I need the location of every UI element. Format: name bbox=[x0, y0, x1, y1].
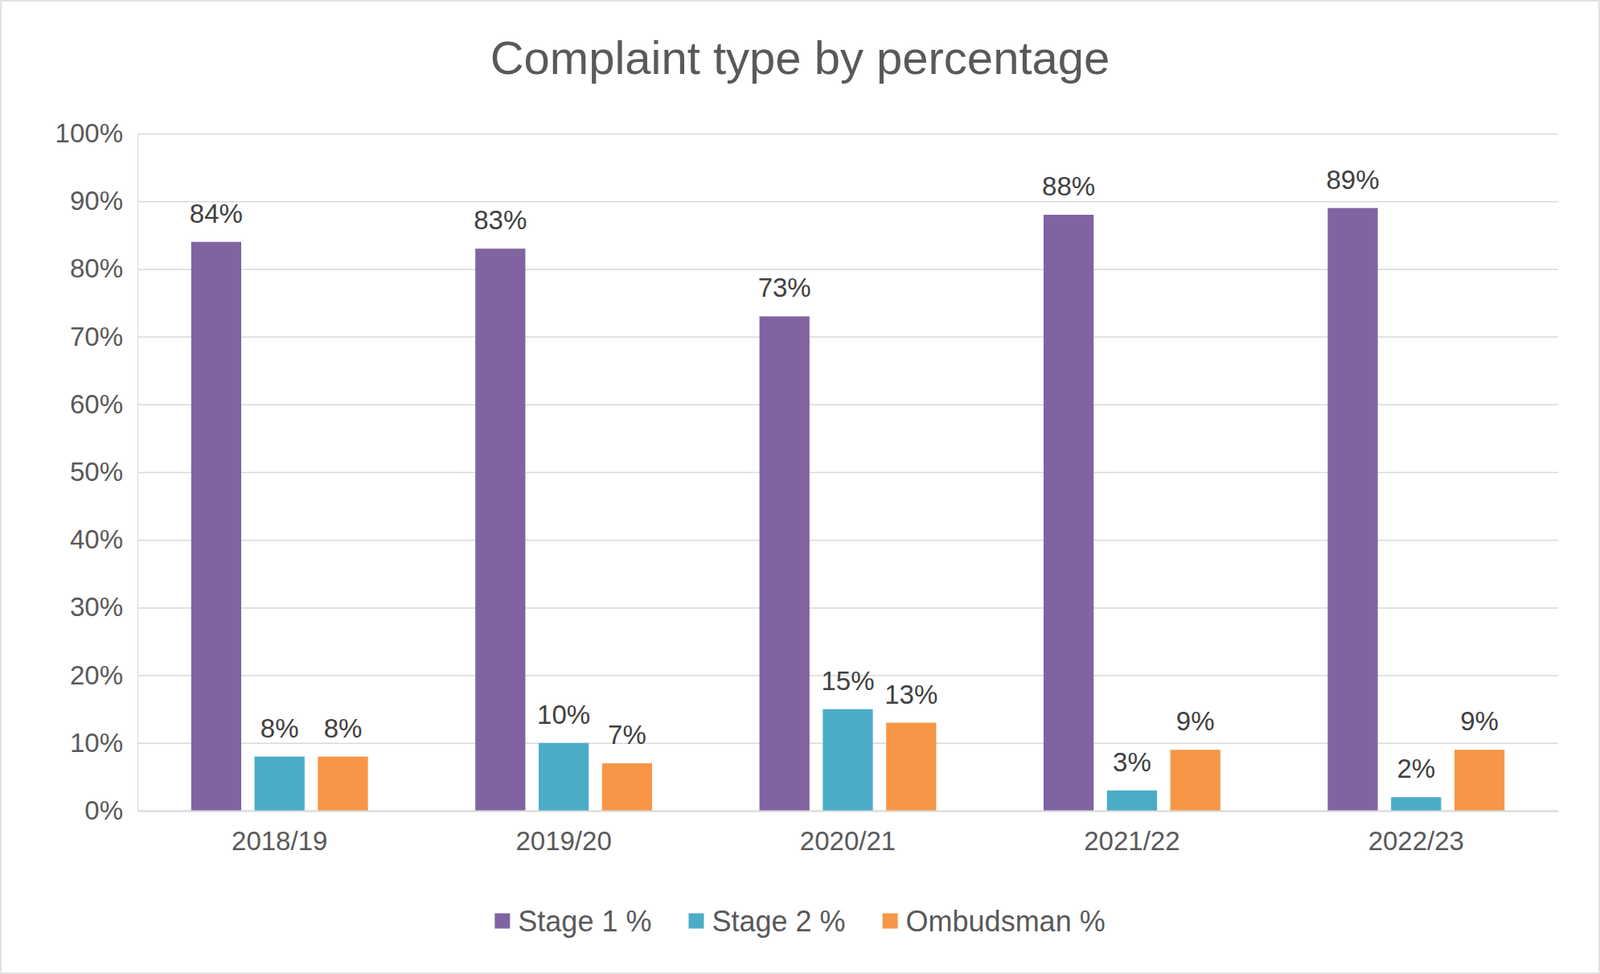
data-labels: 84% 83% 73% 88% 89% 8% 10% 15% 3% 2% 8% 7% 13% 9% 9% bbox=[189, 164, 1499, 784]
legend-label: Ombudsman % bbox=[906, 904, 1106, 938]
legend-item: Stage 2 % bbox=[688, 904, 846, 938]
x-axis-line bbox=[138, 810, 1559, 813]
bar bbox=[1107, 790, 1157, 811]
data-label: 84% bbox=[189, 198, 243, 229]
x-tick: 2021/22 bbox=[1083, 810, 1180, 856]
bar bbox=[191, 242, 242, 811]
chart-frame bbox=[0, 0, 1600, 973]
bar bbox=[1454, 749, 1505, 811]
bar bbox=[1043, 214, 1094, 811]
y-tick-label: 80% bbox=[69, 253, 124, 284]
bar bbox=[254, 756, 305, 811]
y-tick-label: 100% bbox=[55, 118, 124, 148]
data-label: 10% bbox=[537, 699, 591, 730]
legend-swatch bbox=[882, 913, 899, 929]
y-axis: 0% 10% 20% 30% 40% 50% 60% 70% 80% 90% 100% bbox=[55, 118, 1559, 825]
y-tick-label: 0% bbox=[84, 795, 124, 825]
data-label: 88% bbox=[1042, 171, 1096, 202]
legend: Stage 1 % Stage 2 % Ombudsman % bbox=[494, 904, 1105, 938]
bar bbox=[1170, 749, 1221, 811]
y-tick-label: 60% bbox=[69, 389, 124, 419]
bar bbox=[538, 742, 589, 811]
legend-label: Stage 2 % bbox=[711, 904, 846, 938]
legend-label: Stage 1 % bbox=[517, 904, 652, 938]
y-tick-label: 70% bbox=[69, 321, 124, 352]
chart: Complaint type by percentage 0% 10% 20% 30% 4… bbox=[0, 0, 1600, 974]
data-label: 8% bbox=[324, 713, 363, 743]
y-tick-label: 40% bbox=[69, 524, 124, 554]
legend-item: Ombudsman % bbox=[882, 904, 1106, 938]
bar bbox=[1327, 208, 1378, 811]
y-tick-label: 50% bbox=[69, 456, 124, 487]
x-tick: 2019/20 bbox=[515, 810, 612, 856]
y-tick-label: 20% bbox=[69, 660, 124, 690]
y-tick-label: 10% bbox=[69, 727, 124, 758]
x-tick-label: 2022/23 bbox=[1368, 825, 1465, 856]
bar bbox=[602, 763, 653, 811]
x-tick: 2020/21 bbox=[800, 810, 896, 856]
data-label: 7% bbox=[607, 719, 647, 750]
bar bbox=[886, 722, 936, 811]
y-tick-label: 30% bbox=[69, 591, 124, 622]
data-label: 89% bbox=[1325, 164, 1379, 195]
x-tick-label: 2020/21 bbox=[800, 825, 896, 856]
plot: 0% 10% 20% 30% 40% 50% 60% 70% 80% 90% 100% 2018/19… bbox=[55, 118, 1559, 856]
data-label: 73% bbox=[758, 272, 812, 303]
x-tick-label: 2021/22 bbox=[1083, 825, 1180, 856]
grid-line bbox=[137, 201, 1559, 203]
grid-line bbox=[137, 133, 1559, 136]
data-label: 8% bbox=[260, 713, 300, 743]
bar bbox=[475, 248, 526, 811]
bar bbox=[822, 709, 873, 811]
data-label: 9% bbox=[1176, 705, 1215, 736]
y-tick: 100% bbox=[55, 118, 1559, 148]
bar bbox=[759, 315, 810, 811]
data-label: 15% bbox=[820, 665, 874, 696]
x-tick-label: 2018/19 bbox=[231, 825, 328, 856]
data-label: 2% bbox=[1396, 753, 1436, 784]
grid-line bbox=[137, 810, 1559, 813]
data-label: 13% bbox=[884, 679, 938, 710]
data-label: 3% bbox=[1112, 746, 1152, 777]
legend-swatch bbox=[688, 913, 704, 929]
x-axis: 2018/19 2019/20 2020/21 2021/22 2022/23 bbox=[138, 810, 1559, 856]
x-tick: 2022/23 bbox=[1368, 810, 1465, 856]
y-tick-label: 90% bbox=[69, 185, 124, 216]
data-label: 83% bbox=[473, 205, 527, 235]
title: Complaint type by percentage bbox=[490, 31, 1111, 84]
legend-swatch bbox=[494, 913, 510, 929]
bar bbox=[317, 756, 368, 811]
data-label: 9% bbox=[1460, 705, 1499, 736]
x-tick-label: 2019/20 bbox=[515, 825, 612, 856]
x-tick: 2018/19 bbox=[231, 810, 328, 856]
bars bbox=[191, 208, 1505, 811]
legend-item: Stage 1 % bbox=[494, 904, 652, 938]
bar bbox=[1390, 796, 1441, 811]
